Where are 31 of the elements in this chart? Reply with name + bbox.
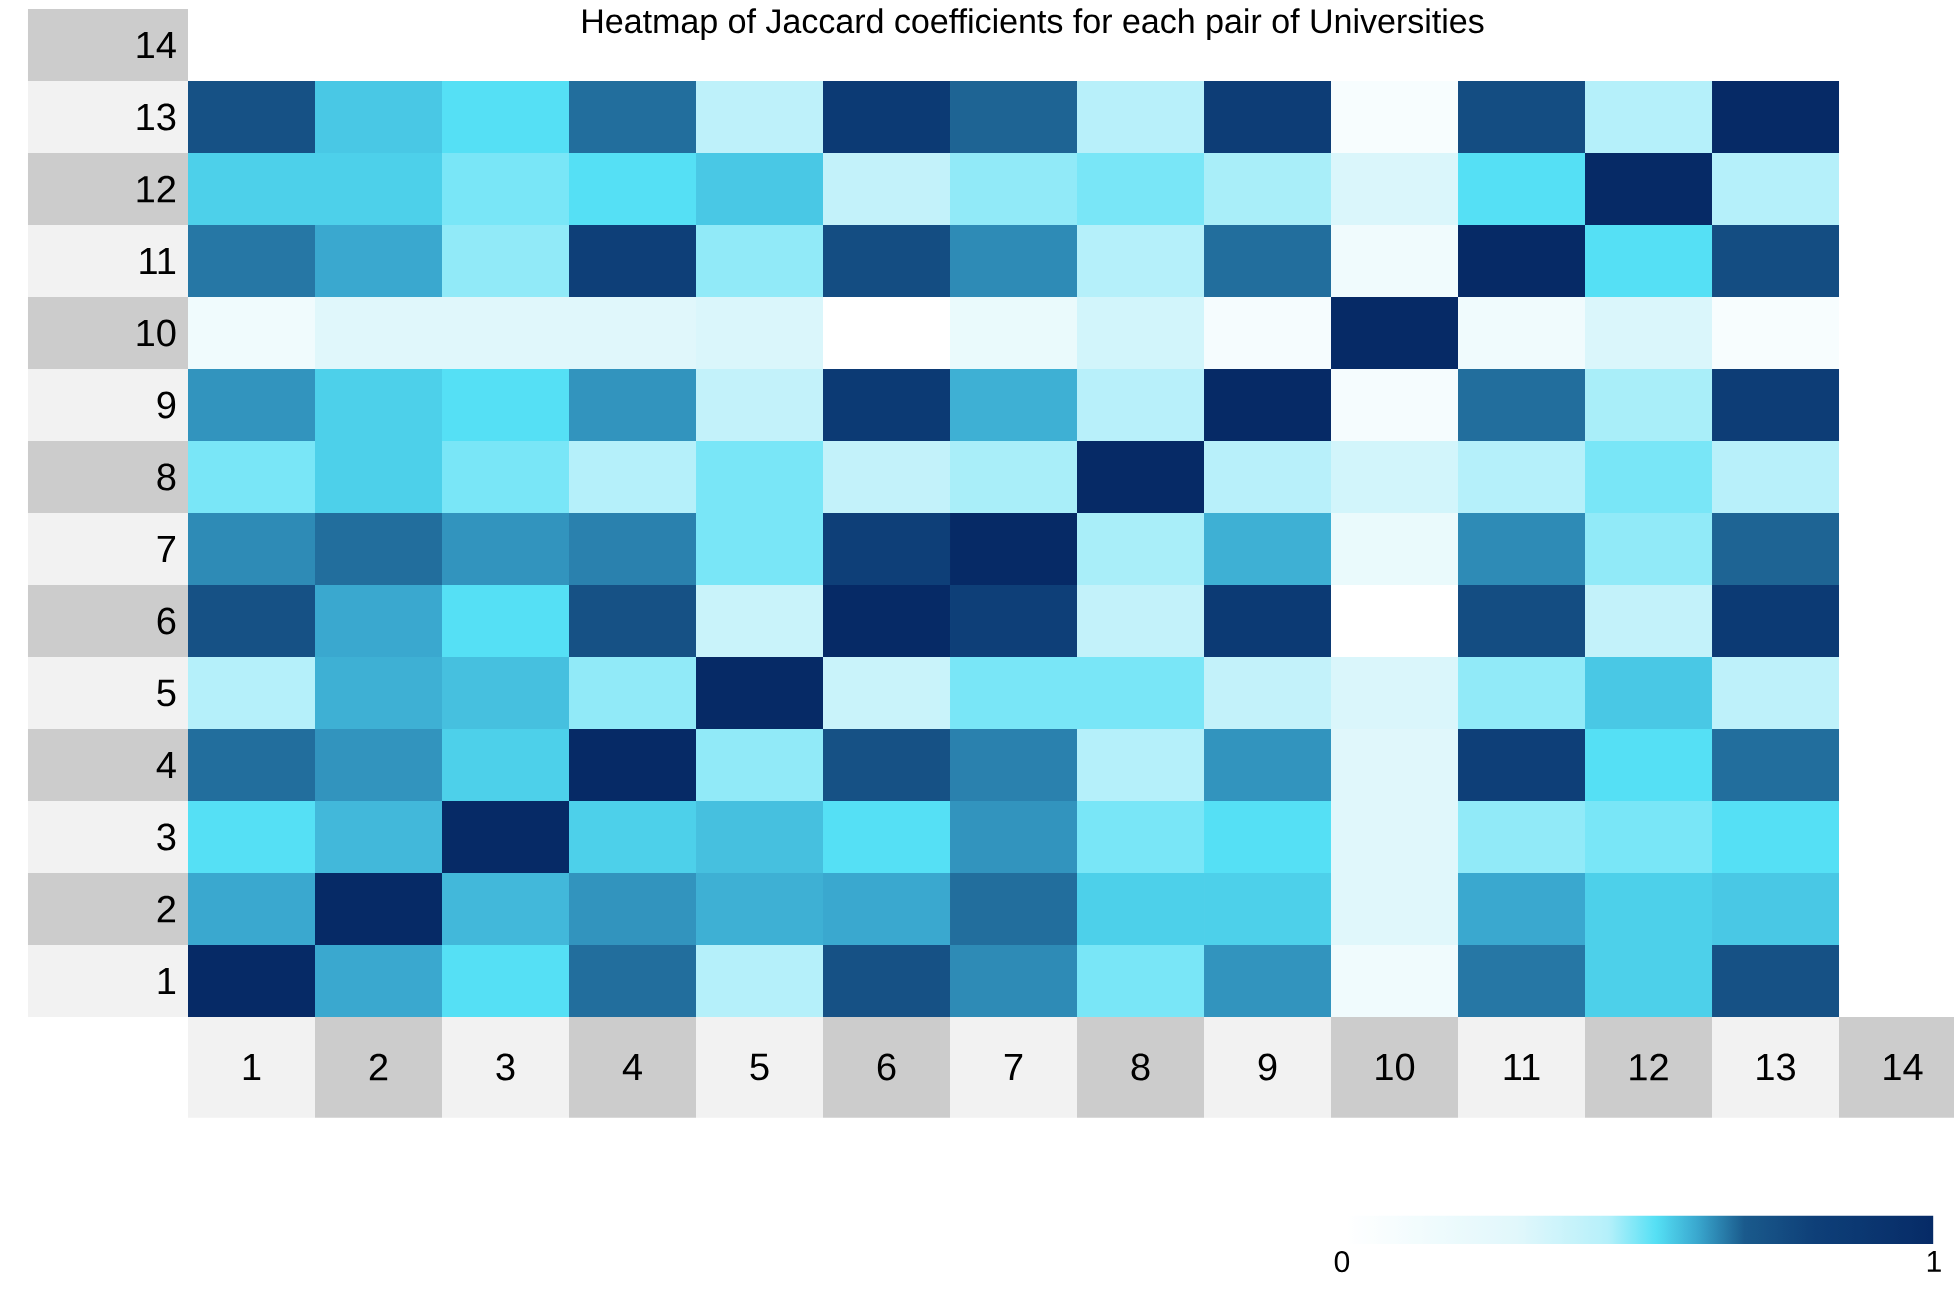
x-tick-label: 3 [496,1053,515,1081]
color-bar-label: 1 [1927,1251,1941,1272]
y-tick-label: 7 [157,535,176,563]
x-tick-label: 11 [1504,1053,1540,1081]
x-tick-label: 12 [1630,1053,1668,1081]
x-tick-label: 6 [877,1053,896,1081]
x-tick-label: 9 [1258,1053,1277,1081]
y-tick-label: 5 [157,679,176,707]
x-tick-label: 8 [1131,1053,1150,1081]
y-tick-label: 10 [137,319,176,347]
x-tick-label: 2 [369,1053,388,1081]
y-tick-label: 4 [156,751,176,779]
x-tick-label: 13 [1757,1053,1795,1081]
y-tick-label: 13 [137,103,176,131]
y-tick-label: 2 [157,895,176,923]
y-tick-label: 12 [137,175,176,203]
x-tick-label: 1 [243,1053,261,1081]
y-tick-label: 6 [157,607,176,635]
x-tick-label: 14 [1884,1053,1923,1081]
x-tick-label: 4 [622,1053,642,1081]
y-tick-label: 9 [157,391,176,419]
chart-title: Heatmap of Jaccard coefficients for each pair of Universities [583,8,1484,40]
y-tick-label: 11 [140,247,176,275]
y-tick-label: 1 [158,967,176,995]
x-tick-label: 10 [1376,1053,1415,1081]
y-tick-label: 3 [157,823,176,851]
y-tick-label: 14 [137,31,176,59]
x-tick-label: 7 [1004,1053,1023,1081]
x-tick-label: 5 [750,1053,769,1081]
color-bar-label: 0 [1334,1251,1350,1273]
y-tick-label: 8 [157,463,176,491]
